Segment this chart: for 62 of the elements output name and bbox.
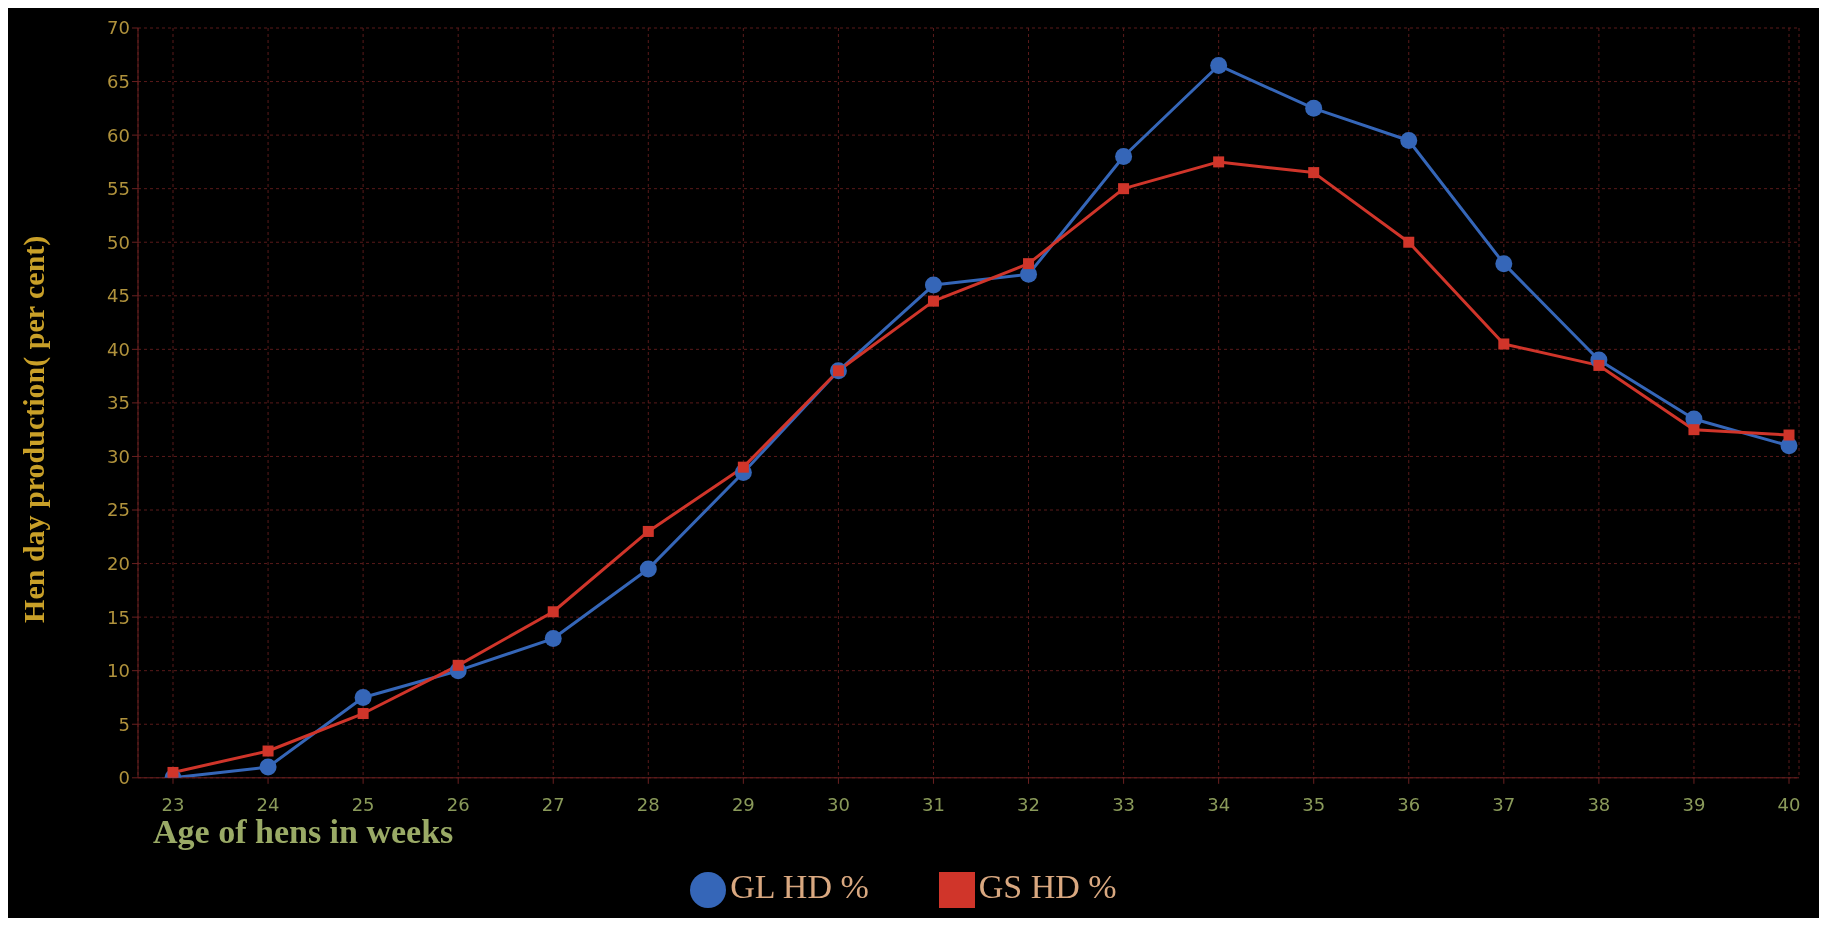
- x-tick-label: 34: [1207, 793, 1231, 815]
- y-tick-label: 40: [107, 338, 130, 360]
- y-tick-label: 35: [107, 392, 130, 414]
- x-tick-label: 27: [541, 793, 565, 815]
- point: [1308, 167, 1320, 179]
- x-tick-label: 29: [731, 793, 755, 815]
- point: [452, 659, 464, 671]
- x-tick-label: 28: [636, 793, 660, 815]
- point: [259, 758, 277, 776]
- point: [354, 688, 372, 706]
- x-tick-label: 32: [1017, 793, 1040, 815]
- x-tick-label: 39: [1682, 793, 1706, 815]
- legend-label: GS HD %: [978, 867, 1117, 905]
- point: [1305, 99, 1323, 117]
- x-tick-label: 26: [446, 793, 470, 815]
- y-tick-label: 30: [107, 445, 130, 467]
- x-tick-label: 33: [1112, 793, 1136, 815]
- point: [1400, 131, 1418, 149]
- y-tick-label: 45: [107, 285, 130, 307]
- point: [1118, 183, 1130, 195]
- y-axis-title: Hen day production( per cent): [16, 235, 51, 623]
- point: [544, 630, 562, 648]
- point: [1783, 429, 1795, 441]
- x-tick-label: 24: [256, 793, 280, 815]
- legend-label: GL HD %: [730, 867, 869, 905]
- x-tick-label: 25: [351, 793, 375, 815]
- point: [1213, 156, 1225, 168]
- x-tick-label: 30: [826, 793, 850, 815]
- x-tick-label: 23: [161, 793, 185, 815]
- point: [1210, 56, 1228, 74]
- y-tick-label: 60: [107, 124, 130, 146]
- point: [547, 606, 559, 618]
- x-tick-label: 31: [922, 793, 945, 815]
- x-tick-label: 37: [1492, 793, 1516, 815]
- point: [927, 295, 939, 307]
- y-tick-label: 50: [107, 231, 130, 253]
- y-tick-label: 10: [107, 660, 130, 682]
- y-tick-label: 15: [107, 606, 130, 628]
- y-tick-label: 20: [107, 552, 130, 574]
- y-tick-label: 0: [118, 767, 130, 789]
- x-tick-label: 40: [1777, 793, 1801, 815]
- y-tick-label: 65: [107, 70, 130, 92]
- y-tick-label: 25: [107, 499, 130, 521]
- point: [1115, 148, 1133, 166]
- x-tick-label: 36: [1397, 793, 1421, 815]
- point: [924, 276, 942, 294]
- point: [639, 560, 657, 578]
- point: [1023, 258, 1035, 270]
- point: [737, 461, 749, 473]
- y-tick-label: 70: [107, 17, 130, 39]
- point: [642, 525, 654, 537]
- point: [1688, 424, 1700, 436]
- point: [262, 745, 274, 757]
- y-tick-label: 55: [107, 178, 130, 200]
- point: [1495, 255, 1513, 273]
- point: [357, 708, 369, 720]
- point: [1498, 338, 1510, 350]
- x-axis-title: Age of hens in weeks: [153, 812, 454, 850]
- x-tick-label: 38: [1587, 793, 1611, 815]
- point: [1403, 236, 1415, 248]
- x-tick-label: 35: [1302, 793, 1326, 815]
- y-tick-label: 5: [118, 713, 130, 735]
